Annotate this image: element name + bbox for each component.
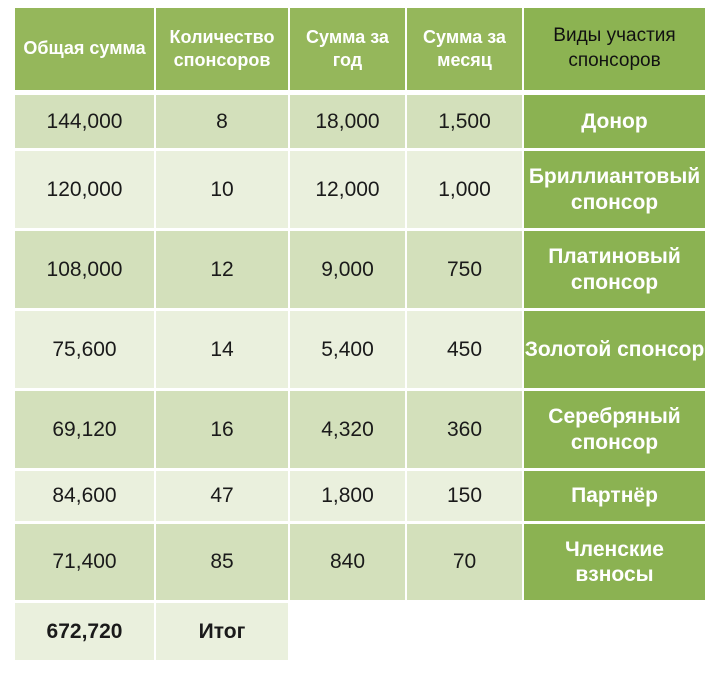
cell-type: Бриллиантовый спонсор xyxy=(524,151,705,231)
cell-total: 69,120 xyxy=(15,391,156,471)
cell-total: 75,600 xyxy=(15,311,156,391)
cell-count: 8 xyxy=(156,95,290,151)
cell-type: Партнёр xyxy=(524,471,705,524)
header-total: Общая сумма xyxy=(15,8,156,90)
header-types: Виды участия спонсоров xyxy=(524,8,705,90)
cell-year: 18,000 xyxy=(290,95,407,151)
cell-month: 450 xyxy=(407,311,524,391)
header-year: Сумма за год xyxy=(290,8,407,90)
cell-month: 70 xyxy=(407,524,524,603)
cell-year: 4,320 xyxy=(290,391,407,471)
cell-count: 85 xyxy=(156,524,290,603)
cell-type: Донор xyxy=(524,95,705,151)
cell-count: 10 xyxy=(156,151,290,231)
cell-type: Платиновый спонсор xyxy=(524,231,705,311)
cell-year: 9,000 xyxy=(290,231,407,311)
header-count: Количество спонсоров xyxy=(156,8,290,90)
cell-year: 840 xyxy=(290,524,407,603)
cell-year: 1,800 xyxy=(290,471,407,524)
table-row: 69,120 16 4,320 360 Серебряный спонсор xyxy=(15,391,705,471)
empty-cell xyxy=(407,603,524,660)
table-row: 75,600 14 5,400 450 Золотой спонсор xyxy=(15,311,705,391)
table-row: 120,000 10 12,000 1,000 Бриллиантовый сп… xyxy=(15,151,705,231)
cell-total: 84,600 xyxy=(15,471,156,524)
cell-count: 16 xyxy=(156,391,290,471)
grand-total-value: 672,720 xyxy=(15,603,156,660)
cell-month: 360 xyxy=(407,391,524,471)
cell-type: Членские взносы xyxy=(524,524,705,603)
cell-count: 47 xyxy=(156,471,290,524)
table-row: 144,000 8 18,000 1,500 Донор xyxy=(15,95,705,151)
empty-cell xyxy=(524,603,705,660)
cell-year: 12,000 xyxy=(290,151,407,231)
cell-count: 12 xyxy=(156,231,290,311)
table-header-row: Общая сумма Количество спонсоров Сумма з… xyxy=(15,8,705,90)
table-row: 71,400 85 840 70 Членские взносы xyxy=(15,524,705,603)
cell-total: 144,000 xyxy=(15,95,156,151)
table-row: 108,000 12 9,000 750 Платиновый спонсор xyxy=(15,231,705,311)
cell-month: 150 xyxy=(407,471,524,524)
table-row: 84,600 47 1,800 150 Партнёр xyxy=(15,471,705,524)
sponsorship-table: Общая сумма Количество спонсоров Сумма з… xyxy=(15,8,705,660)
cell-month: 750 xyxy=(407,231,524,311)
cell-total: 108,000 xyxy=(15,231,156,311)
grand-total-label: Итог xyxy=(156,603,290,660)
cell-year: 5,400 xyxy=(290,311,407,391)
cell-type: Серебряный спонсор xyxy=(524,391,705,471)
empty-cell xyxy=(290,603,407,660)
cell-total: 120,000 xyxy=(15,151,156,231)
total-row: 672,720 Итог xyxy=(15,603,705,660)
header-month: Сумма за месяц xyxy=(407,8,524,90)
cell-month: 1,500 xyxy=(407,95,524,151)
cell-type: Золотой спонсор xyxy=(524,311,705,391)
cell-month: 1,000 xyxy=(407,151,524,231)
cell-total: 71,400 xyxy=(15,524,156,603)
cell-count: 14 xyxy=(156,311,290,391)
